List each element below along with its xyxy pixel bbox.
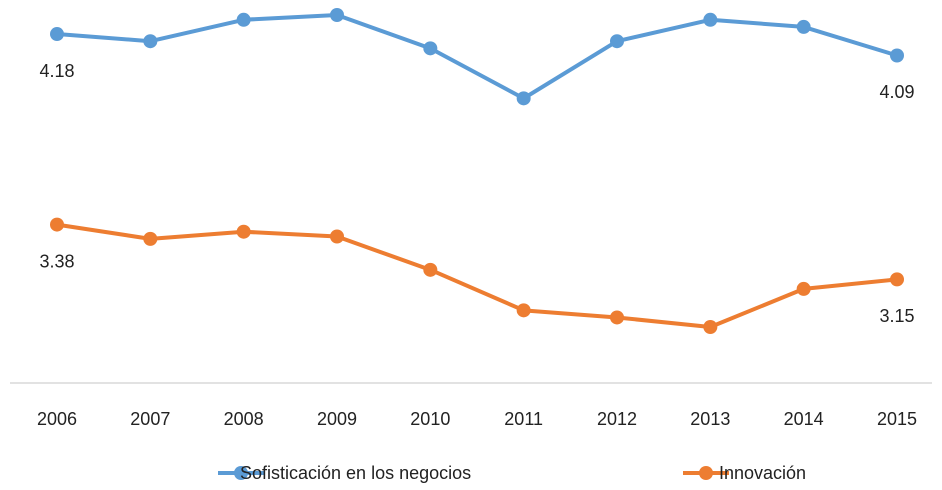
point — [610, 310, 624, 325]
x-tick-label: 2014 — [784, 409, 824, 429]
point — [50, 217, 64, 232]
point — [236, 12, 251, 27]
x-tick-label: 2011 — [504, 409, 543, 429]
point — [50, 27, 64, 42]
point — [516, 303, 531, 318]
legend-label: Sofisticación en los negocios — [240, 463, 471, 483]
point — [890, 48, 904, 63]
series-line — [56, 13, 898, 101]
x-tick-label: 2015 — [877, 409, 917, 429]
point — [330, 229, 344, 244]
data-label: 4.18 — [39, 61, 74, 81]
point — [143, 231, 158, 246]
point — [610, 34, 624, 49]
data-label: 3.38 — [39, 251, 74, 271]
series-line — [56, 222, 898, 329]
point — [236, 224, 251, 239]
x-tick-label: 2008 — [224, 409, 264, 429]
legend-marker — [234, 466, 248, 480]
point — [703, 320, 718, 334]
legend-label: Innovación — [719, 463, 806, 483]
point — [330, 8, 344, 22]
x-tick-label: 2010 — [410, 409, 450, 429]
data-label: 3.15 — [879, 306, 914, 326]
x-tick-label: 2013 — [690, 409, 730, 429]
point — [423, 41, 438, 56]
point — [423, 262, 438, 277]
point — [703, 12, 718, 27]
point — [890, 272, 904, 287]
x-tick-label: 2007 — [130, 409, 170, 429]
x-tick-label: 2006 — [37, 409, 77, 429]
point — [796, 19, 811, 34]
x-tick-label: 2012 — [597, 409, 637, 429]
point — [796, 281, 811, 296]
x-tick-label: 2009 — [317, 409, 357, 429]
legend-marker — [699, 466, 713, 480]
point — [143, 34, 158, 49]
point — [516, 91, 531, 106]
data-label: 4.09 — [879, 82, 914, 102]
